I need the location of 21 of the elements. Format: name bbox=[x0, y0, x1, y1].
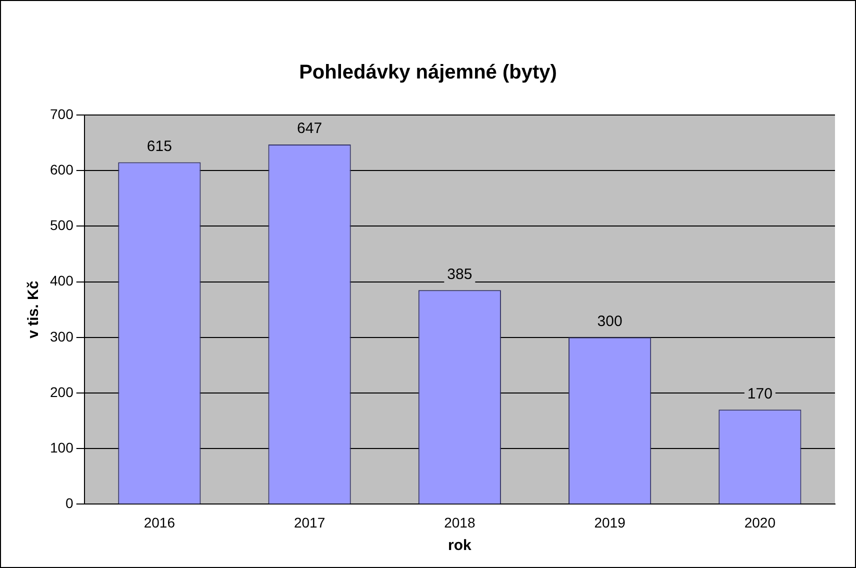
x-tick-label: 2017 bbox=[294, 514, 326, 530]
chart-title: Pohledávky nájemné (byty) bbox=[299, 62, 557, 84]
x-tick-label: 2018 bbox=[444, 514, 476, 530]
y-tick-label: 600 bbox=[50, 161, 74, 178]
x-tick-label: 2019 bbox=[594, 514, 626, 530]
data-label: 300 bbox=[597, 313, 622, 330]
y-tick-label: 700 bbox=[50, 106, 74, 122]
y-axis-title: v tis. Kč bbox=[25, 280, 42, 338]
y-tick-label: 500 bbox=[50, 217, 74, 234]
x-axis-title: rok bbox=[448, 537, 472, 554]
y-tick-label: 400 bbox=[50, 272, 74, 289]
data-label: 170 bbox=[747, 385, 772, 402]
x-tick-label: 2016 bbox=[144, 514, 176, 530]
y-tick-label: 200 bbox=[50, 384, 74, 400]
x-tick-label: 2020 bbox=[744, 514, 776, 530]
data-label: 615 bbox=[146, 138, 172, 155]
data-label: 385 bbox=[447, 266, 472, 283]
data-label: 647 bbox=[297, 120, 322, 138]
y-tick-label: 100 bbox=[50, 439, 74, 456]
y-tick-label: 300 bbox=[50, 328, 74, 344]
y-tick-label: 0 bbox=[66, 495, 74, 512]
